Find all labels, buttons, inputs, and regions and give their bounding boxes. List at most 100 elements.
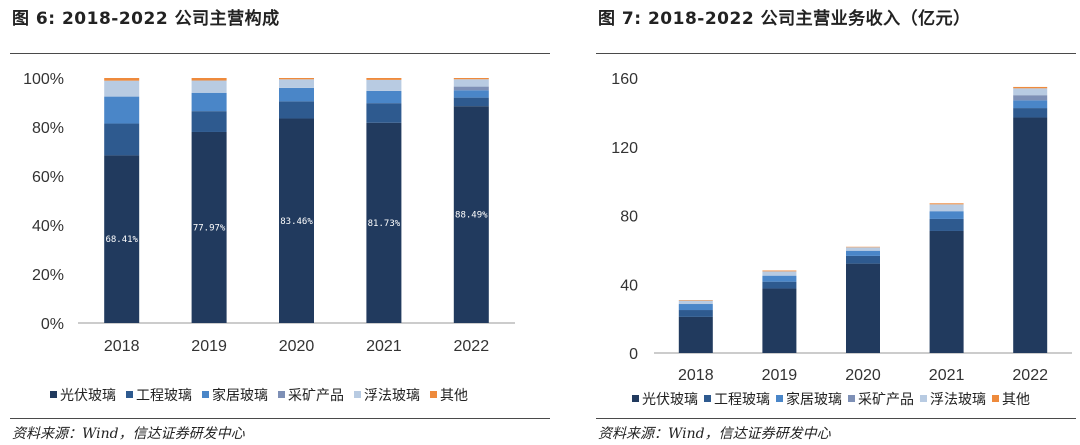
bar-segment — [279, 78, 314, 80]
bar-segment — [1013, 117, 1048, 353]
right-figure-panel: 图 7: 2018-2022 公司主营业务收入（亿元） 0 40 80 120 160 2… — [592, 0, 1080, 445]
left-source-note: 资料来源：Wind，信达证券研发中心 — [12, 426, 245, 442]
y-tick-label: 80% — [32, 120, 64, 137]
legend-label: 光伏玻璃 — [642, 391, 698, 408]
data-label: 83.46% — [280, 217, 313, 227]
bar-segment — [104, 80, 140, 97]
legend-swatch — [776, 395, 783, 402]
bar-segment — [104, 96, 140, 124]
legend-label: 工程玻璃 — [714, 391, 770, 408]
right-source-note: 资料来源：Wind，信达证券研发中心 — [598, 426, 831, 442]
y-tick-label: 100% — [23, 71, 64, 88]
y-tick-label: 160 — [611, 71, 638, 88]
bar-segment — [279, 79, 314, 88]
bar-segment — [929, 211, 964, 219]
right-figure-title: 图 7: 2018-2022 公司主营业务收入（亿元） — [598, 9, 971, 29]
bar-segment — [366, 79, 402, 91]
right-bottom-rule — [596, 418, 1076, 419]
legend-swatch — [50, 391, 57, 398]
data-label: 88.49% — [455, 211, 488, 221]
y-tick-label: 0 — [629, 346, 638, 363]
legend-label: 其他 — [440, 388, 468, 404]
bar-segment — [191, 78, 227, 81]
bar-segment — [453, 86, 489, 91]
bar-segment — [453, 79, 489, 87]
legend-swatch — [992, 395, 999, 402]
legend-swatch — [354, 391, 361, 398]
bar-segment — [279, 87, 314, 102]
legend-swatch — [430, 391, 437, 398]
bar-segment — [762, 281, 797, 289]
y-tick-label: 20% — [32, 267, 64, 284]
x-tick-label: 2018 — [104, 338, 140, 355]
bar-segment — [846, 255, 880, 264]
y-tick-label: 0% — [41, 316, 64, 333]
bar-segment — [366, 122, 402, 323]
bar-segment — [104, 155, 140, 323]
bar-segment — [366, 103, 402, 123]
bar-segment — [191, 80, 227, 93]
legend-label: 采矿产品 — [858, 392, 914, 408]
left-figure-panel: 图 6: 2018-2022 公司主营构成 0% 20% 40% 60% 80% 100%… — [10, 9, 550, 442]
bar-segment — [678, 300, 713, 301]
bar-segment — [762, 275, 797, 282]
legend-swatch — [202, 391, 209, 398]
bar-segment — [453, 97, 489, 107]
y-tick-label: 40 — [620, 277, 638, 294]
bar-segment — [678, 316, 713, 353]
legend-swatch — [848, 395, 855, 402]
legend-swatch — [632, 395, 639, 402]
legend-label: 工程玻璃 — [136, 387, 192, 404]
bar-segment — [104, 78, 140, 81]
bar-segment — [1013, 88, 1048, 96]
bar-segment — [191, 131, 227, 323]
bar-segment — [929, 218, 964, 231]
bar-segment — [678, 310, 713, 317]
left-stacked-percent-chart: 0% 20% 40% 60% 80% 100% 68.41% 2018 77.97% 2019 83… — [23, 71, 515, 404]
bar-segment — [762, 288, 797, 353]
bar-segment — [191, 92, 227, 112]
bar-segment — [678, 304, 713, 311]
bar-segment — [678, 300, 713, 305]
right-top-rule — [596, 53, 1076, 54]
x-tick-label: 2022 — [1012, 367, 1048, 384]
legend-swatch — [126, 391, 133, 398]
left-bottom-rule — [10, 418, 550, 419]
bar-segment — [279, 101, 314, 119]
y-tick-label: 120 — [611, 140, 638, 157]
data-label: 68.41% — [105, 235, 138, 245]
bar-segment — [1013, 100, 1048, 109]
legend-label: 其他 — [1002, 392, 1030, 408]
x-tick-label: 2019 — [191, 338, 227, 355]
bar-segment — [846, 250, 880, 256]
x-tick-label: 2018 — [678, 367, 714, 384]
bar-segment — [929, 204, 964, 212]
x-tick-label: 2021 — [366, 338, 402, 355]
bar-segment — [762, 270, 797, 272]
legend-label: 浮法玻璃 — [930, 391, 986, 408]
bar-segment — [1013, 95, 1048, 101]
legend-swatch — [920, 395, 927, 402]
legend-label: 光伏玻璃 — [60, 387, 116, 404]
legend-label: 采矿产品 — [288, 388, 344, 404]
legend-swatch — [704, 395, 711, 402]
bar-segment — [453, 78, 489, 80]
bar-segment — [846, 263, 880, 353]
bar-segment — [104, 123, 140, 156]
x-tick-label: 2021 — [929, 367, 965, 384]
bar-segment — [191, 111, 227, 132]
left-top-rule — [10, 53, 550, 54]
bar-segment — [453, 106, 489, 324]
y-tick-label: 60% — [32, 169, 64, 186]
bar-segment — [366, 78, 402, 80]
bar-segment — [366, 90, 402, 104]
bar-segment — [846, 246, 880, 248]
x-tick-label: 2020 — [279, 338, 315, 355]
y-tick-label: 40% — [32, 218, 64, 235]
bar-segment — [1013, 108, 1048, 118]
bar-segment — [929, 230, 964, 353]
bar-segment — [1013, 86, 1048, 89]
legend-label: 家居玻璃 — [212, 387, 268, 404]
data-label: 77.97% — [193, 223, 226, 233]
right-stacked-revenue-chart: 0 40 80 120 160 2018 2019 2020 2021 2022 光伏玻璃 工程玻璃家… — [611, 71, 1072, 408]
